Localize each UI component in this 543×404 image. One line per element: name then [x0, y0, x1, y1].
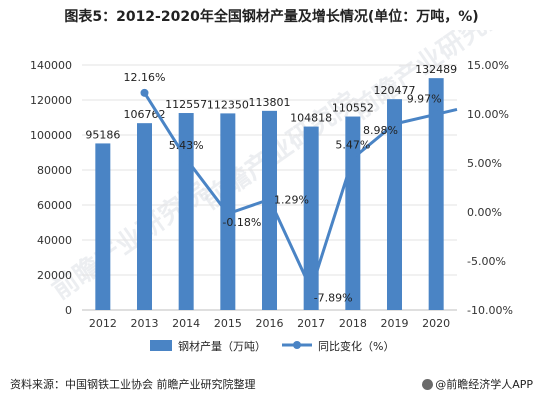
growth-value-label: 12.16%: [124, 71, 166, 84]
y-left-tick-label: 120000: [30, 94, 72, 107]
y-right-tick-label: 5.00%: [467, 157, 502, 170]
x-tick-label: 2013: [131, 317, 159, 330]
growth-point: [348, 154, 357, 163]
bar: [303, 126, 319, 310]
y-right-tick-label: -5.00%: [467, 255, 506, 268]
bar: [137, 123, 152, 310]
growth-value-label: 1.29%: [274, 193, 309, 206]
growth-point: [265, 195, 274, 204]
legend-line-label: 同比变化（%）: [318, 339, 394, 353]
x-tick-label: 2015: [214, 317, 242, 330]
growth-point: [307, 285, 316, 294]
legend-line-marker: [293, 341, 301, 349]
x-tick-label: 2012: [89, 317, 117, 330]
y-left-tick-label: 140000: [30, 59, 72, 72]
bar-value-label: 112557: [165, 98, 207, 111]
y-right-tick-label: -10.00%: [467, 304, 513, 317]
growth-value-label: 5.43%: [169, 139, 204, 152]
y-left-tick-label: 40000: [37, 234, 72, 247]
brand-text: @前瞻经济学人APP: [435, 378, 533, 391]
bar-value-label: 120477: [374, 84, 416, 97]
bar: [428, 78, 444, 310]
bar-value-label: 112350: [207, 98, 249, 111]
growth-point: [432, 110, 441, 119]
y-right-tick-label: 15.00%: [467, 59, 509, 72]
chart-title: 图表5：2012-2020年全国钢材产量及增长情况(单位：万吨，%): [64, 9, 479, 25]
x-tick-label: 2016: [256, 317, 284, 330]
source-note: 资料来源：中国钢铁工业协会 前瞻产业研究院整理: [10, 378, 256, 391]
x-tick-label: 2014: [172, 317, 200, 330]
y-left-tick-label: 20000: [37, 269, 72, 282]
bar: [262, 110, 277, 310]
chart: 前瞻产业研究院前瞻产业研究院前瞻产业研究院0200004000060000800…: [30, 30, 513, 353]
bar-value-label: 110552: [332, 102, 374, 115]
x-tick-label: 2019: [381, 317, 409, 330]
y-left-tick-label: 100000: [30, 129, 72, 142]
growth-point: [223, 209, 232, 218]
brand-logo-icon: [422, 379, 434, 390]
growth-value-label: -7.89%: [314, 291, 353, 304]
x-tick-label: 2018: [339, 317, 367, 330]
growth-point: [182, 154, 191, 163]
bar: [345, 116, 361, 310]
bar-value-label: 113801: [249, 96, 291, 109]
y-right-tick-label: 10.00%: [467, 108, 509, 121]
legend-bar-swatch: [150, 340, 172, 351]
y-left-tick-label: 80000: [37, 164, 72, 177]
x-tick-label: 2020: [422, 317, 450, 330]
growth-point: [390, 119, 399, 128]
growth-value-label: -0.18%: [222, 216, 261, 229]
bar: [95, 143, 111, 310]
growth-value-label: 5.47%: [335, 138, 370, 151]
y-left-tick-label: 60000: [37, 199, 72, 212]
bar-value-label: 95186: [85, 128, 120, 141]
growth-value-label: 8.98%: [363, 124, 398, 137]
bar-value-label: 104818: [290, 112, 332, 125]
legend-bar-label: 钢材产量（万吨）: [178, 339, 266, 353]
growth-value-label: 9.97%: [407, 92, 442, 105]
growth-point: [140, 88, 149, 97]
brand-label: @前瞻经济学人APP: [422, 376, 533, 392]
y-right-tick-label: 0.00%: [467, 206, 502, 219]
y-left-tick-label: 0: [65, 304, 72, 317]
bar: [387, 99, 402, 310]
x-tick-label: 2017: [297, 317, 325, 330]
bar-value-label: 132489: [415, 63, 457, 76]
